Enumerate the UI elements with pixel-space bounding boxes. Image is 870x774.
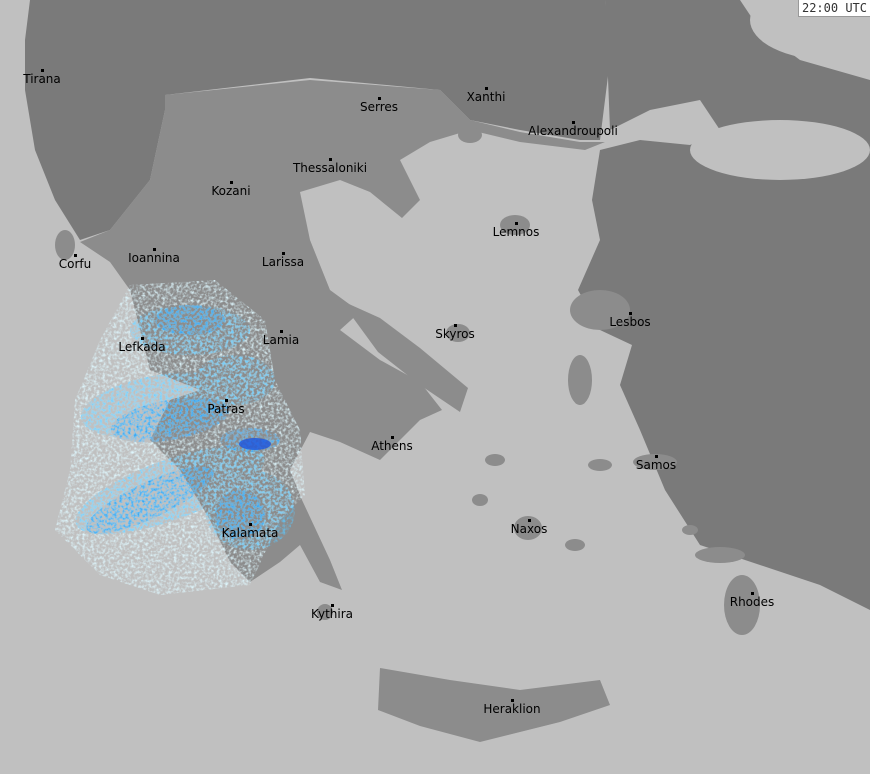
island-euboea <box>340 300 468 412</box>
city-dot <box>629 312 632 315</box>
city-dot <box>249 523 252 526</box>
city-label: Xanthi <box>466 90 506 104</box>
city-label: Kozani <box>211 184 251 198</box>
city-label: Alexandroupoli <box>528 124 618 138</box>
city-label: Rhodes <box>729 595 775 609</box>
city-label: Samos <box>635 458 677 472</box>
sea-of-marmara <box>690 120 870 180</box>
city-dot <box>282 252 285 255</box>
city-label: Lefkada <box>118 340 166 354</box>
city-dot <box>515 222 518 225</box>
city-dot <box>329 158 332 161</box>
city-dot <box>655 455 658 458</box>
city-label: Corfu <box>58 257 92 271</box>
city-label: Lamia <box>262 333 300 347</box>
city-label: Patras <box>207 402 245 416</box>
city-label: Heraklion <box>483 702 541 716</box>
city-label: Kythira <box>310 607 354 621</box>
city-label: Tirana <box>23 72 61 86</box>
city-label: Naxos <box>510 522 548 536</box>
city-dot <box>74 254 77 257</box>
city-label: Kalamata <box>221 526 279 540</box>
city-dot <box>225 399 228 402</box>
city-dot <box>454 324 457 327</box>
city-dot <box>391 436 394 439</box>
island-crete <box>378 668 610 742</box>
city-label: Larissa <box>261 255 305 269</box>
city-label: Skyros <box>435 327 475 341</box>
islands <box>55 127 760 635</box>
radar-echoes <box>55 280 305 595</box>
city-dot <box>141 337 144 340</box>
city-dot <box>280 330 283 333</box>
city-dot <box>331 604 334 607</box>
city-label: Ioannina <box>128 251 180 265</box>
city-dot <box>378 97 381 100</box>
city-dot <box>528 519 531 522</box>
city-dot <box>511 699 514 702</box>
land-north-balkans <box>25 0 610 240</box>
city-dot <box>230 181 233 184</box>
city-dot <box>751 592 754 595</box>
city-label: Athens <box>371 439 413 453</box>
city-label: Lesbos <box>609 315 651 329</box>
city-dot <box>41 69 44 72</box>
city-label: Lemnos <box>492 225 540 239</box>
city-dot <box>572 121 575 124</box>
city-dot <box>153 248 156 251</box>
city-label: Thessaloniki <box>292 161 368 175</box>
city-label: Serres <box>359 100 399 114</box>
timestamp: 22:00 UTC <box>797 0 870 17</box>
city-dot <box>485 87 488 90</box>
